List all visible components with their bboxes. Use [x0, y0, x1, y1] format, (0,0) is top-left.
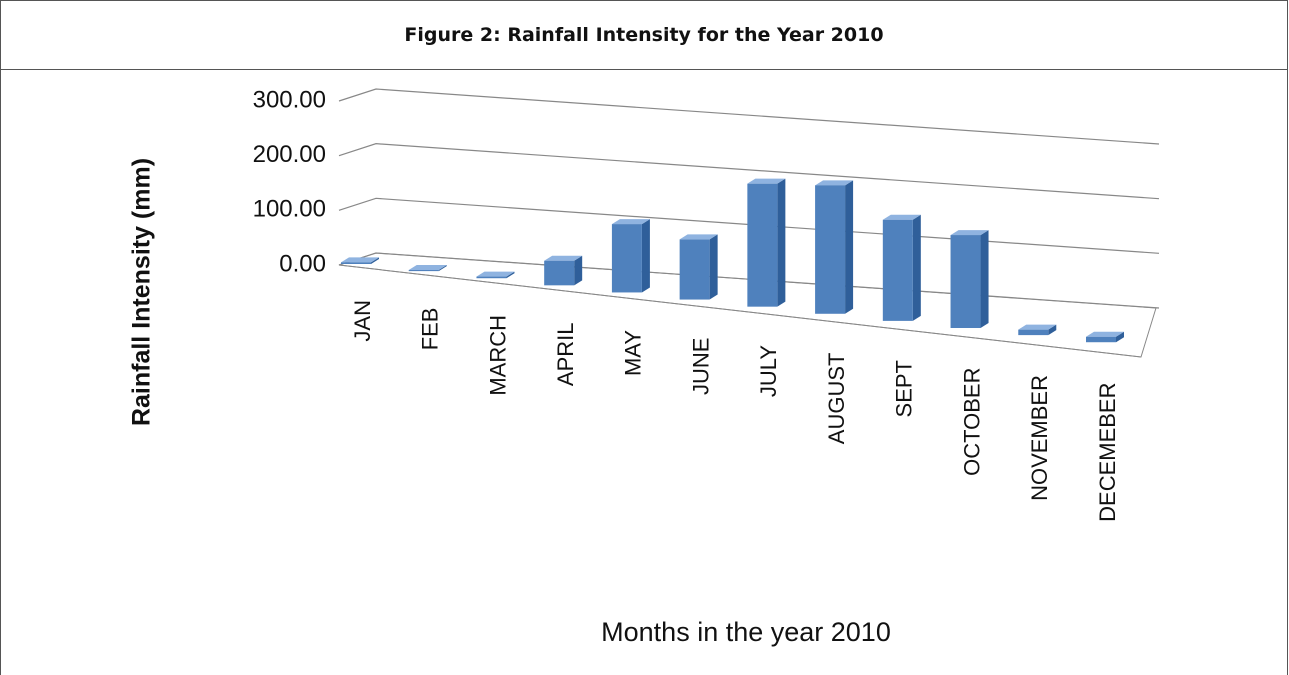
bar-top [679, 234, 718, 240]
y-tick-label: 300.00 [253, 86, 326, 113]
bar-top [815, 180, 854, 186]
x-tick-label: MARCH [485, 315, 510, 396]
bar-front [408, 270, 439, 272]
x-tick-label: JAN [350, 300, 375, 342]
x-tick-label: JULY [756, 345, 781, 397]
bar-top [476, 271, 515, 277]
bar-top [747, 178, 786, 184]
bar-side [1116, 331, 1124, 343]
bar-front [679, 239, 710, 300]
x-tick-label: SEPT [892, 360, 917, 417]
bar [679, 234, 718, 300]
bar-front [950, 235, 981, 329]
bar-top [544, 255, 583, 261]
bar-side [506, 271, 515, 279]
x-axis-title: Months in the year 2010 [601, 617, 891, 647]
bar-side [641, 219, 650, 293]
bar-top [341, 257, 379, 263]
bar-top [882, 214, 921, 220]
x-tick-label: AUGUST [824, 353, 849, 445]
bar-side [845, 180, 854, 314]
bar-front [1086, 336, 1116, 343]
bar [815, 180, 854, 314]
x-tick-label: MAY [621, 330, 646, 376]
bar-side [777, 178, 786, 307]
grid-line [338, 88, 1160, 145]
bar-front [544, 260, 575, 286]
figure-title: Figure 2: Rainfall Intensity for the Yea… [1, 1, 1287, 70]
x-tick-label: JUNE [688, 338, 713, 395]
x-tick-label: DECEMEBER [1095, 383, 1120, 522]
x-tick-label: FEB [418, 308, 443, 351]
bar-front [341, 262, 371, 264]
bar-side [912, 214, 921, 321]
bar-side [1048, 324, 1057, 336]
bar [544, 255, 583, 286]
chart: Rainfall Intensity (mm) Months in the ye… [128, 86, 1160, 647]
bar-front [815, 185, 846, 314]
bar-side [438, 265, 447, 272]
bar-side [371, 257, 379, 264]
bar-top [1086, 331, 1124, 337]
bar [747, 178, 786, 307]
bar-top [1018, 324, 1057, 330]
bar [950, 230, 989, 329]
bar-front [747, 183, 778, 307]
bar-front [1018, 329, 1049, 336]
bar [882, 214, 921, 321]
y-tick-label: 0.00 [279, 250, 326, 277]
bar [1086, 331, 1124, 343]
x-tick-label: APRIL [553, 323, 578, 387]
bar [408, 265, 447, 272]
bar [1018, 324, 1057, 336]
bar [611, 219, 650, 293]
x-tick-label: NOVEMBER [1027, 375, 1052, 501]
bar [341, 257, 379, 264]
y-tick-label: 200.00 [253, 141, 326, 168]
bar-top [611, 219, 650, 225]
bar-front [476, 276, 507, 279]
bar-side [574, 255, 583, 286]
grid-line [338, 143, 1160, 200]
bar-top [950, 230, 989, 236]
y-tick-label: 100.00 [253, 196, 326, 223]
bar [476, 271, 515, 279]
bar-top [408, 265, 447, 271]
x-tick-label: OCTOBER [959, 367, 984, 475]
bar-front [882, 219, 913, 321]
bar-front [611, 224, 642, 293]
floor-front-edge [338, 264, 1142, 358]
bar-side [980, 230, 989, 329]
y-axis-title: Rainfall Intensity (mm) [128, 158, 156, 426]
bar-side [709, 234, 718, 300]
